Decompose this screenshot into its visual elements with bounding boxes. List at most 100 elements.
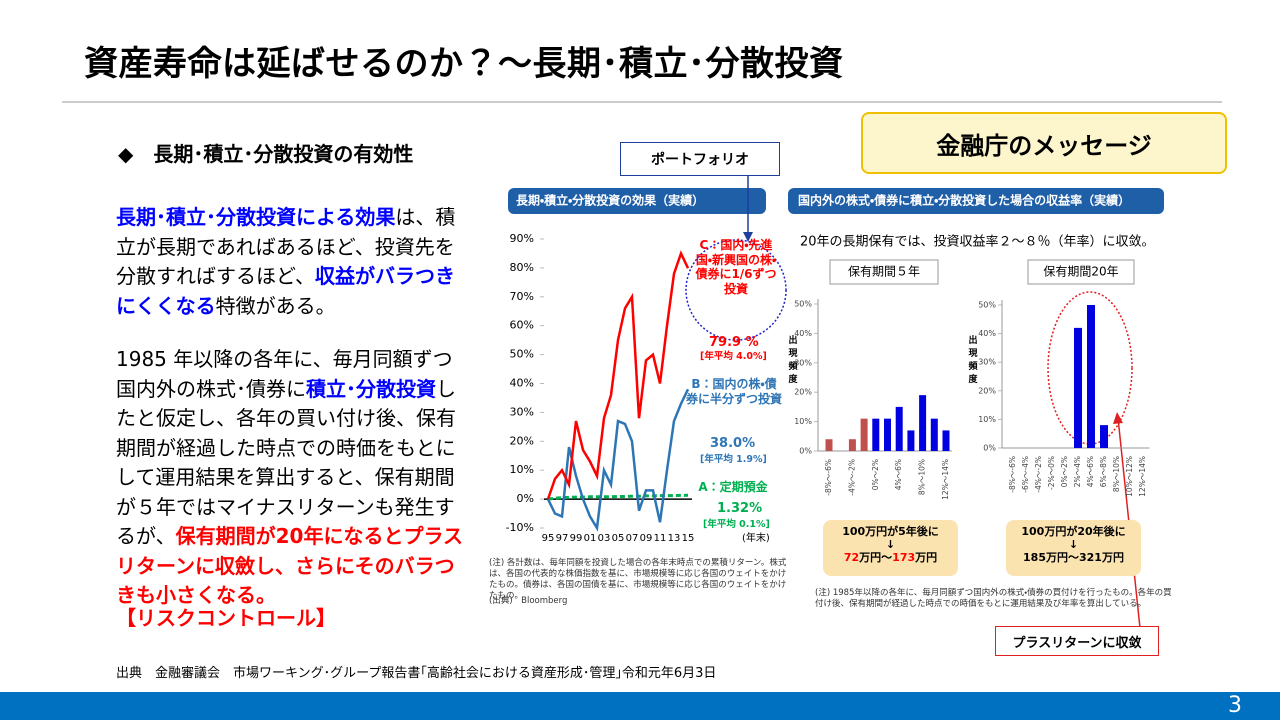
footer-bar <box>0 692 1280 720</box>
result-box: 100万円が5年後に ↓ 72万円～173万円 <box>823 520 958 576</box>
y-tick-label: 60% <box>510 319 534 332</box>
paragraph: 【リスクコントロール】 <box>116 604 468 634</box>
x-axis-label: (年末) <box>742 531 770 544</box>
bar <box>930 418 938 451</box>
y-tick-label: 50% <box>794 300 812 309</box>
bar <box>895 406 903 451</box>
y-tick-label: 90% <box>510 232 534 245</box>
bar <box>1087 305 1095 448</box>
bar <box>860 418 868 451</box>
x-tick-label: 2%～4% <box>1073 456 1082 487</box>
bar <box>942 430 950 451</box>
y-tick-label: 10% <box>794 417 812 426</box>
x-tick-label: 4%～6% <box>894 459 903 490</box>
text-run: は、積立が長期であればあるほど、投資先を分散すればするほど、 <box>116 205 456 288</box>
x-tick-label: 0%～2% <box>871 459 880 490</box>
y-tick-label: -10% <box>506 521 534 534</box>
y-tick-label: 30% <box>978 358 996 367</box>
y-tick-label: 20% <box>510 434 534 447</box>
result-line: 185万円～321万円 <box>1006 550 1141 566</box>
bar <box>1074 327 1082 448</box>
x-tick-label: -2%～0% <box>1047 456 1056 490</box>
x-tick-label: 09 <box>640 533 653 544</box>
x-tick-label: 12%～14% <box>941 459 950 500</box>
note: (注) 各計数は、毎年同額を投資した場合の各年末時点での累積リターン。株式は、各… <box>489 558 787 601</box>
y-tick-label: 30% <box>510 405 534 418</box>
annual-label: [年平均 4.0%] <box>700 351 767 362</box>
y-tick-label: 10% <box>978 415 996 424</box>
result-high: 321 <box>1079 551 1102 564</box>
x-tick-label: 05 <box>612 533 625 544</box>
end-label: 1.32% <box>717 501 763 516</box>
y-tick-label: 40% <box>978 329 996 338</box>
result-text: 100万円が20年後に <box>1021 525 1126 538</box>
y-tick-label: 20% <box>978 386 996 395</box>
text-run: したと仮定し、各年の買い付け後、保有期間が経過した時点での時価をもとにして運用結… <box>116 376 456 549</box>
heading-text: 長期･積立･分散投資の有効性 <box>153 142 414 166</box>
highlight-ellipse <box>1047 291 1133 445</box>
y-tick-label: 40% <box>510 377 534 390</box>
y-tick-label: 0% <box>983 444 996 453</box>
y-axis-label: 出現頻度 <box>787 334 799 387</box>
x-tick-label: 8%～10% <box>918 459 927 495</box>
chart-title: 保有期間５年 <box>848 265 920 279</box>
charts: 国内外の株式・債券に積立・分散投資した場合の収益率（実績） 20年の長期保有では、… <box>62 101 1222 629</box>
text-run: 特徴がある。 <box>215 293 336 318</box>
slide-title: 資産寿命は延ばせるのか？～長期･積立･分散投資 <box>84 44 844 84</box>
text-run: 【リスクコントロール】 <box>116 606 336 630</box>
series-name: C：国内・先進国・新興国の株・債券に1/6ずつ投資 <box>695 238 777 296</box>
chart-title-box <box>829 259 939 285</box>
panel-subtitle: 20年の長期保有では、投資収益率２～８％（年率）に収敛。 <box>800 234 1155 250</box>
x-tick-label: 10%～12% <box>1125 456 1134 497</box>
chart-title: 保有期間20年 <box>1043 265 1118 279</box>
panel-header <box>508 188 766 214</box>
panel-title: 長期・積立・分散投資の効果（実績） <box>516 193 704 208</box>
result-unit: 万円 <box>915 551 938 564</box>
series-line <box>546 250 690 500</box>
highlight-circle <box>685 239 787 341</box>
text-run: 1985 年以降の各年に、毎月同額ずつ国内外の株式･債券に <box>116 347 453 401</box>
y-tick-label: 0% <box>517 492 534 505</box>
bar <box>872 418 880 451</box>
text-run: 長期･積立･分散投資による効果 <box>116 205 396 229</box>
annual-label: [年平均 1.9%] <box>700 454 767 465</box>
end-label: 79.9 % <box>709 335 759 350</box>
y-tick-label: 10% <box>510 463 534 476</box>
bullet: ◆ <box>118 142 134 166</box>
x-tick-label: 11 <box>654 533 667 544</box>
x-tick-label: 99 <box>570 533 583 544</box>
callout: プラスリターンに収敛 <box>995 626 1159 656</box>
x-tick-label: -6%～-4% <box>1021 456 1030 493</box>
y-tick-label: 50% <box>978 301 996 310</box>
series-name: A：定期預金 <box>698 480 768 494</box>
text-run: 積立･分散投資 <box>306 376 436 401</box>
y-tick-label: 30% <box>794 358 812 367</box>
paragraph: 長期･積立･分散投資による効果は、積立が長期であればあるほど、投資先を分散すれば… <box>116 203 468 321</box>
y-tick-label: 50% <box>510 348 534 361</box>
chart-title-box <box>1027 259 1135 285</box>
callout: ポートフォリオ <box>620 142 780 176</box>
panel-title: 国内外の株式・債券に積立・分散投資した場合の収益率（実績） <box>798 193 1130 208</box>
x-tick-label: 03 <box>598 533 611 544</box>
y-tick-label: 20% <box>794 388 812 397</box>
bar <box>884 418 891 451</box>
result-text: 100万円が5年後に <box>842 525 939 538</box>
x-tick-label: 13 <box>668 533 681 544</box>
x-tick-label: 0%～2% <box>1060 456 1069 487</box>
x-tick-label: 12%～14% <box>1138 456 1147 497</box>
x-tick-label: 15 <box>682 533 695 544</box>
note: (出典) Bloomberg <box>489 596 568 606</box>
panel-header <box>788 188 1164 214</box>
result-line: 72万円～173万円 <box>823 550 958 566</box>
x-tick-label: 6%～8% <box>1099 456 1108 487</box>
x-tick-label: 8%～10% <box>1112 456 1121 492</box>
x-tick-label: -8%～-6% <box>1008 456 1017 493</box>
y-axis-label: 出現頻度 <box>967 334 979 387</box>
message-box: 金融庁のメッセージ <box>861 112 1227 174</box>
paragraph: 1985 年以降の各年に、毎月同額ずつ国内外の株式･債券に積立･分散投資したと仮… <box>116 345 468 611</box>
x-tick-label: 97 <box>556 533 569 544</box>
result-unit: 万円 <box>1101 551 1124 564</box>
result-arrow: ↓ <box>885 538 896 551</box>
arrow-head <box>743 232 753 242</box>
